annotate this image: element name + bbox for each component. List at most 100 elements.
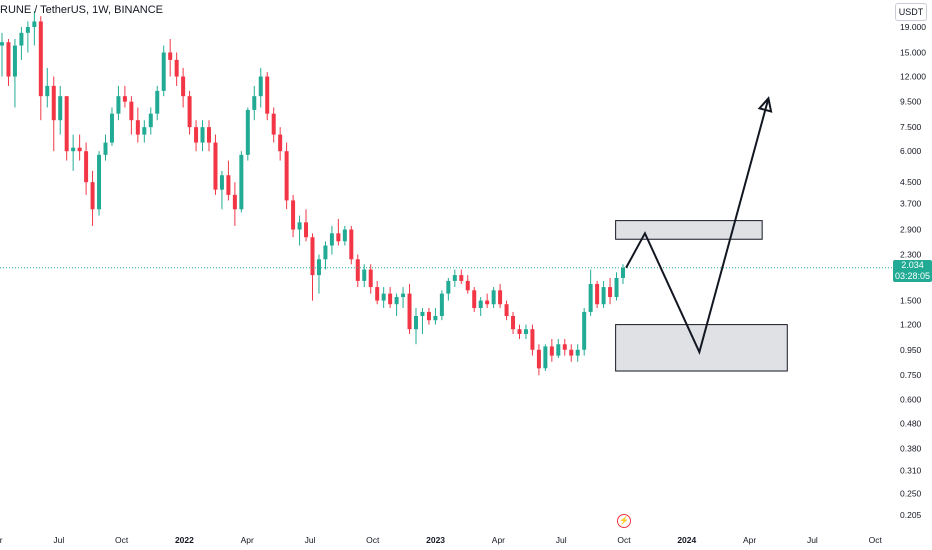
candle[interactable] [452,269,457,288]
candle[interactable] [219,170,224,210]
candle[interactable] [148,107,153,135]
candle[interactable] [575,344,580,362]
candle[interactable] [433,307,438,325]
resistance-zone[interactable] [615,220,763,240]
candle[interactable] [562,338,567,356]
candle[interactable] [161,45,166,97]
candle[interactable] [523,324,528,339]
currency-button[interactable]: USDT [895,3,927,21]
candle[interactable] [323,241,328,270]
candle[interactable] [297,215,302,246]
candle[interactable] [19,27,24,60]
candle[interactable] [90,170,95,226]
candle[interactable] [368,264,373,294]
candle[interactable] [362,264,367,288]
candle[interactable] [465,275,470,294]
candle[interactable] [232,182,237,226]
candle[interactable] [252,85,257,121]
candle[interactable] [291,194,296,238]
candle[interactable] [265,72,270,121]
candle[interactable] [316,254,321,294]
candle[interactable] [556,338,561,359]
candle[interactable] [375,280,380,305]
candle[interactable] [329,225,334,255]
candle[interactable] [12,38,17,108]
candle[interactable] [355,254,360,288]
candle[interactable] [530,324,535,356]
candle[interactable] [168,38,173,77]
candle[interactable] [122,85,127,108]
candle[interactable] [6,38,11,86]
candle[interactable] [414,307,418,345]
candle[interactable] [420,307,425,334]
candle[interactable] [588,269,593,316]
candle[interactable] [45,67,50,108]
candle[interactable] [187,90,192,135]
candle[interactable] [51,76,56,152]
candle[interactable] [498,283,503,308]
candle[interactable] [342,225,347,246]
candle[interactable] [549,338,554,362]
candle[interactable] [472,287,477,312]
candle[interactable] [38,16,43,121]
candle[interactable] [0,32,4,77]
candle[interactable] [116,85,121,121]
candle[interactable] [485,293,490,308]
candle[interactable] [401,287,406,308]
candle[interactable] [621,264,625,284]
candle[interactable] [58,85,63,135]
candle[interactable] [536,344,541,376]
candle[interactable] [32,11,37,46]
candle[interactable] [614,272,619,301]
candle[interactable] [511,311,516,334]
candle[interactable] [336,218,341,246]
candle[interactable] [491,287,496,308]
candle[interactable] [258,67,263,108]
candle[interactable] [394,293,399,316]
candle[interactable] [608,277,613,305]
candle[interactable] [207,120,211,152]
candle[interactable] [142,120,147,143]
candle[interactable] [582,307,587,356]
candle[interactable] [181,67,186,108]
candle[interactable] [194,120,199,152]
candle[interactable] [504,300,509,321]
candle[interactable] [569,344,574,362]
candle[interactable] [25,21,30,53]
candle[interactable] [129,96,134,135]
candle[interactable] [226,160,231,201]
candle[interactable] [601,280,606,308]
candle[interactable] [135,107,140,143]
candle[interactable] [64,96,69,161]
candle[interactable] [517,324,522,339]
candle[interactable] [304,209,309,242]
candle[interactable] [77,134,82,161]
candle[interactable] [595,280,600,308]
projection-path[interactable] [625,98,770,355]
candle[interactable] [439,290,444,321]
candle[interactable] [103,134,108,161]
candle[interactable] [310,233,315,301]
candle[interactable] [349,225,354,265]
candle[interactable] [239,151,244,213]
candle[interactable] [426,307,431,325]
candle[interactable] [446,277,451,301]
candle[interactable] [109,107,114,146]
candle[interactable] [478,297,483,316]
candle[interactable] [200,120,205,152]
candle[interactable] [388,287,393,308]
candle[interactable] [407,283,412,334]
candle[interactable] [543,344,548,372]
candle[interactable] [271,107,276,143]
candle[interactable] [71,134,76,171]
candle[interactable] [97,151,102,216]
candle[interactable] [459,269,464,284]
candle[interactable] [174,52,179,86]
candle[interactable] [213,134,218,195]
candle[interactable] [278,127,283,161]
candle[interactable] [284,142,289,210]
candle[interactable] [245,107,250,161]
candle[interactable] [381,287,386,308]
candle[interactable] [84,142,89,195]
